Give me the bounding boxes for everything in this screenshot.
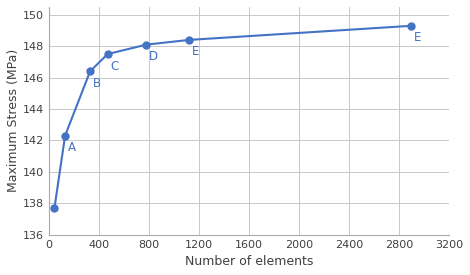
- Text: D: D: [149, 50, 158, 63]
- Text: E: E: [414, 31, 421, 44]
- Y-axis label: Maximum Stress (MPa): Maximum Stress (MPa): [7, 49, 20, 192]
- Text: B: B: [93, 77, 101, 90]
- X-axis label: Number of elements: Number of elements: [185, 255, 313, 268]
- Text: E: E: [191, 45, 199, 58]
- Text: C: C: [110, 60, 118, 73]
- Text: A: A: [68, 141, 76, 154]
